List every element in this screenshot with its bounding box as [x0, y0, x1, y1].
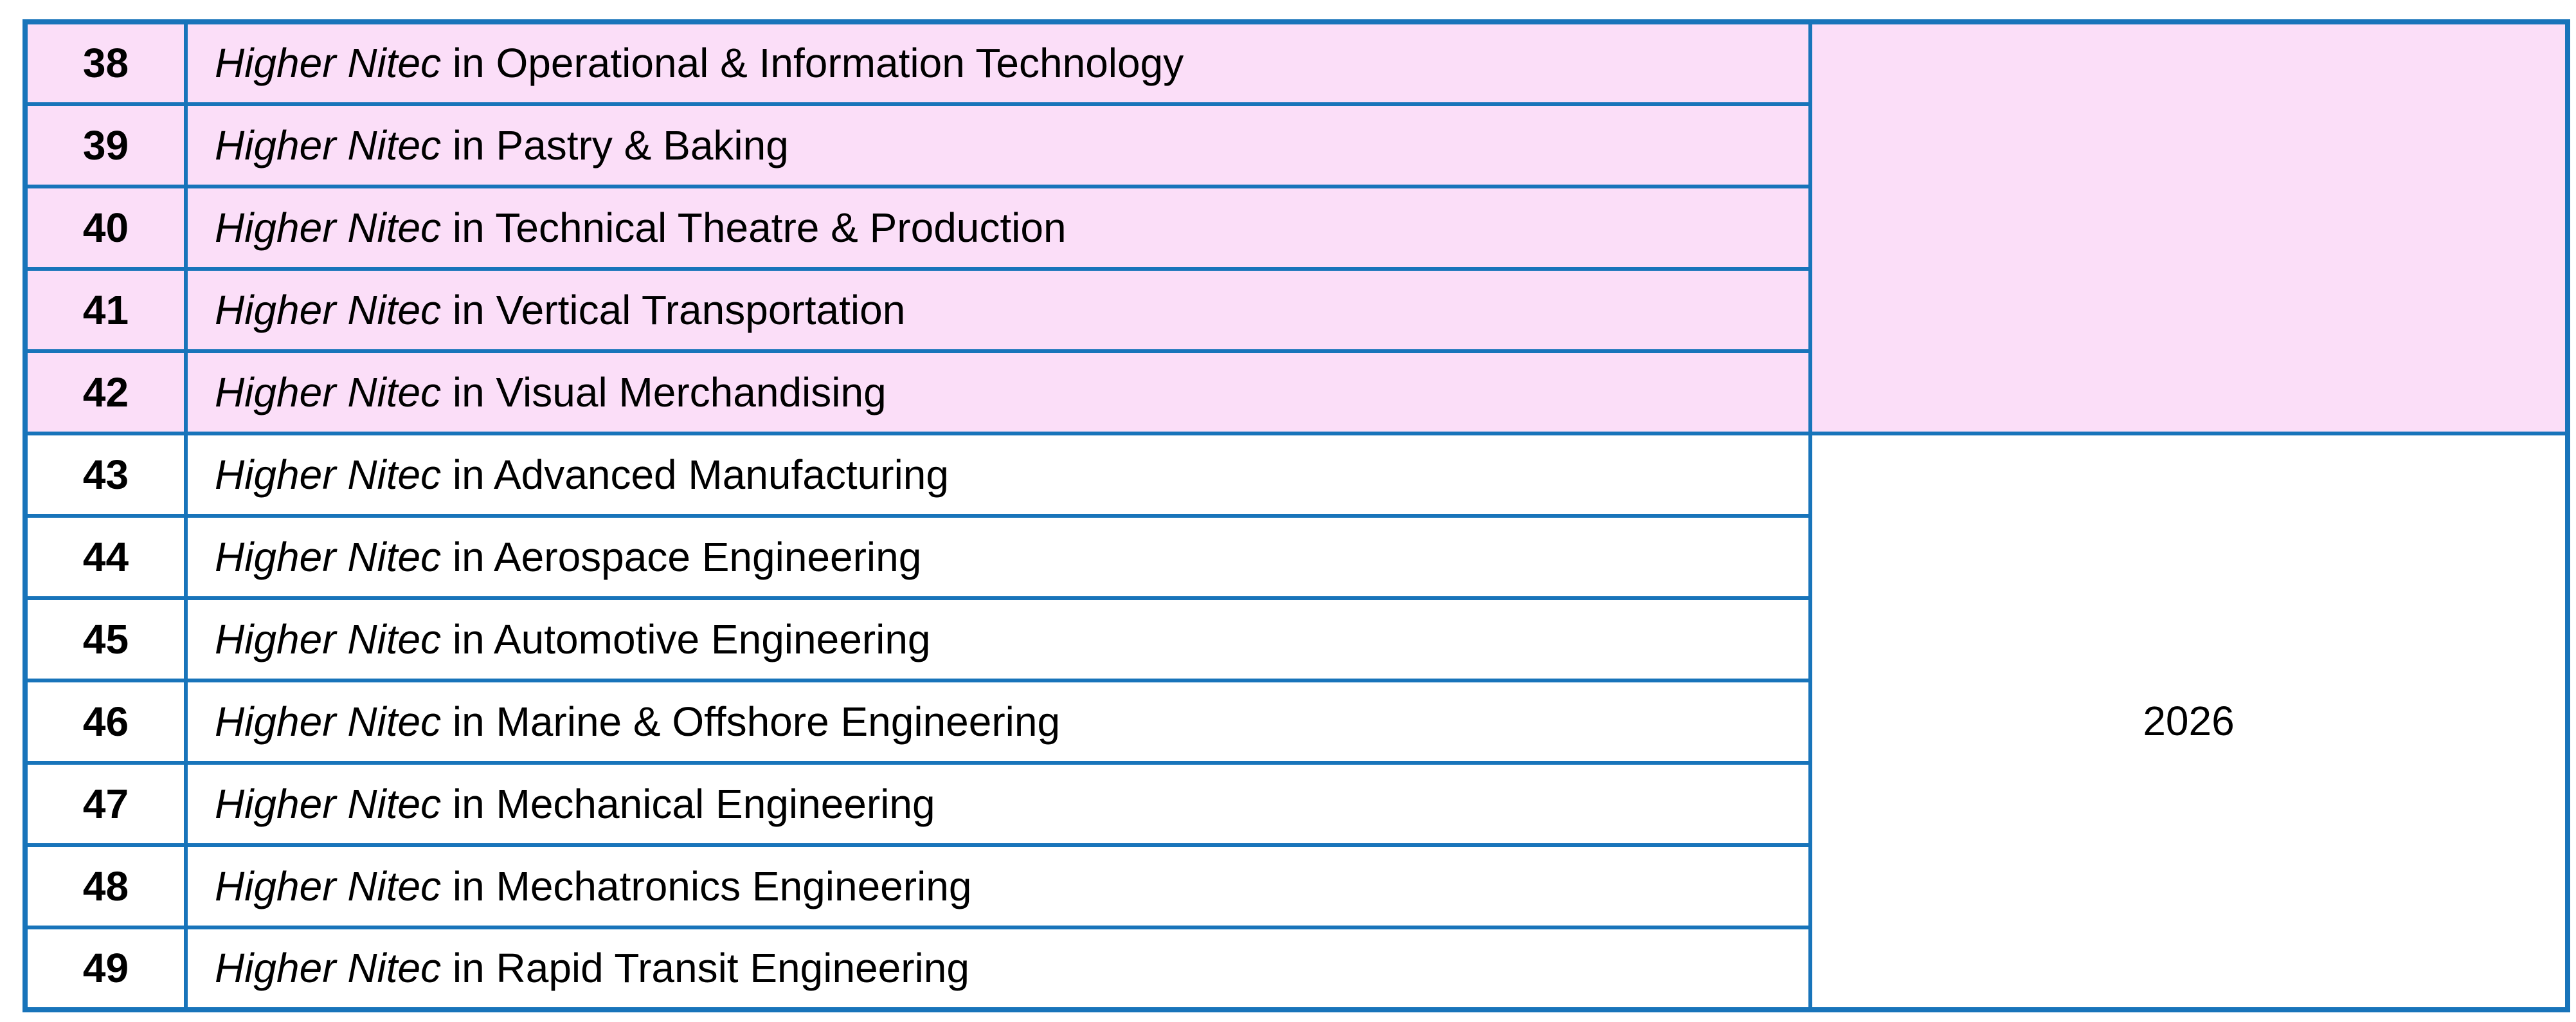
table-row: 49 Higher Nitec in Rapid Transit Engineer…	[23, 926, 2568, 1012]
row-number-cell: 41	[23, 267, 188, 353]
row-number-cell: 49	[23, 926, 188, 1012]
table-row: 41 Higher Nitec in Vertical Transportatio…	[23, 267, 2568, 353]
year-cell-white-section: 2026	[1808, 432, 2570, 1012]
row-number-cell: 40	[23, 185, 188, 271]
course-name-cell: Higher Nitec in Marine & Offshore Engine…	[184, 679, 1812, 765]
row-number-cell: 43	[23, 432, 188, 518]
table-row: 43 Higher Nitec in Advanced Manufacturing…	[23, 432, 2570, 1012]
course-qualification-label: Higher Nitec	[215, 945, 442, 992]
course-name-cell: Higher Nitec in Aerospace Engineering	[184, 514, 1812, 600]
table-row: 39 Higher Nitec in Pastry & Baking	[23, 102, 2568, 188]
course-name-cell: Higher Nitec in Operational & Informatio…	[184, 20, 1812, 106]
course-qualification-label: Higher Nitec	[215, 533, 442, 580]
row-number-cell: 47	[23, 761, 188, 847]
row-number-cell: 42	[23, 349, 188, 435]
course-qualification-label: Higher Nitec	[215, 204, 442, 251]
course-title-label: in Pastry & Baking	[441, 122, 789, 169]
course-title-label: in Operational & Information Technology	[441, 40, 1184, 87]
table-row: 42 Higher Nitec in Visual Merchandising	[23, 349, 2568, 435]
course-title-label: in Mechanical Engineering	[441, 780, 935, 827]
course-qualification-label: Higher Nitec	[215, 122, 442, 169]
row-number-cell: 44	[23, 514, 188, 600]
course-title-label: in Vertical Transportation	[441, 286, 906, 333]
table-row: 44 Higher Nitec in Aerospace Engineering	[23, 514, 2568, 600]
table-row: 48 Higher Nitec in Mechatronics Engineeri…	[23, 843, 2568, 929]
row-number-cell: 38	[23, 20, 188, 106]
course-qualification-label: Higher Nitec	[215, 451, 442, 498]
table-body: 38 Higher Nitec in Operational & Informat…	[23, 20, 2570, 1012]
course-title-label: in Marine & Offshore Engineering	[441, 698, 1061, 745]
table-row: 38 Higher Nitec in Operational & Informat…	[23, 20, 2570, 435]
year-cell-pink-section	[1808, 20, 2570, 435]
course-name-cell: Higher Nitec in Automotive Engineering	[184, 596, 1812, 682]
course-title-label: in Mechatronics Engineering	[441, 862, 972, 909]
course-title-label: in Technical Theatre & Production	[441, 204, 1067, 251]
course-name-cell: Higher Nitec in Mechanical Engineering	[184, 761, 1812, 847]
course-qualification-label: Higher Nitec	[215, 369, 442, 415]
course-qualification-label: Higher Nitec	[215, 862, 442, 909]
course-name-cell: Higher Nitec in Vertical Transportation	[184, 267, 1812, 353]
table-row: 45 Higher Nitec in Automotive Engineering	[23, 596, 2568, 682]
table-row: 47 Higher Nitec in Mechanical Engineering	[23, 761, 2568, 847]
course-qualification-label: Higher Nitec	[215, 616, 442, 662]
course-name-cell: Higher Nitec in Pastry & Baking	[184, 102, 1812, 188]
table-row: 40 Higher Nitec in Technical Theatre & Pr…	[23, 185, 2568, 271]
course-title-label: in Automotive Engineering	[441, 616, 931, 662]
course-name-cell: Higher Nitec in Rapid Transit Engineerin…	[184, 926, 1812, 1012]
course-qualification-label: Higher Nitec	[215, 286, 442, 333]
row-number-cell: 45	[23, 596, 188, 682]
course-name-cell: Higher Nitec in Mechatronics Engineering	[184, 843, 1812, 929]
course-qualification-label: Higher Nitec	[215, 40, 442, 87]
row-number-cell: 46	[23, 679, 188, 765]
course-title-label: in Visual Merchandising	[441, 369, 887, 415]
course-name-cell: Higher Nitec in Advanced Manufacturing	[184, 432, 1812, 518]
course-title-label: in Rapid Transit Engineering	[441, 945, 969, 992]
course-qualification-label: Higher Nitec	[215, 780, 442, 827]
course-title-label: in Aerospace Engineering	[441, 533, 922, 580]
course-intake-table: 38 Higher Nitec in Operational & Informat…	[23, 19, 2570, 1012]
course-name-cell: Higher Nitec in Visual Merchandising	[184, 349, 1812, 435]
course-qualification-label: Higher Nitec	[215, 698, 442, 745]
table-row: 46 Higher Nitec in Marine & Offshore Engi…	[23, 679, 2568, 765]
row-number-cell: 39	[23, 102, 188, 188]
course-title-label: in Advanced Manufacturing	[441, 451, 949, 498]
row-number-cell: 48	[23, 843, 188, 929]
course-name-cell: Higher Nitec in Technical Theatre & Prod…	[184, 185, 1812, 271]
